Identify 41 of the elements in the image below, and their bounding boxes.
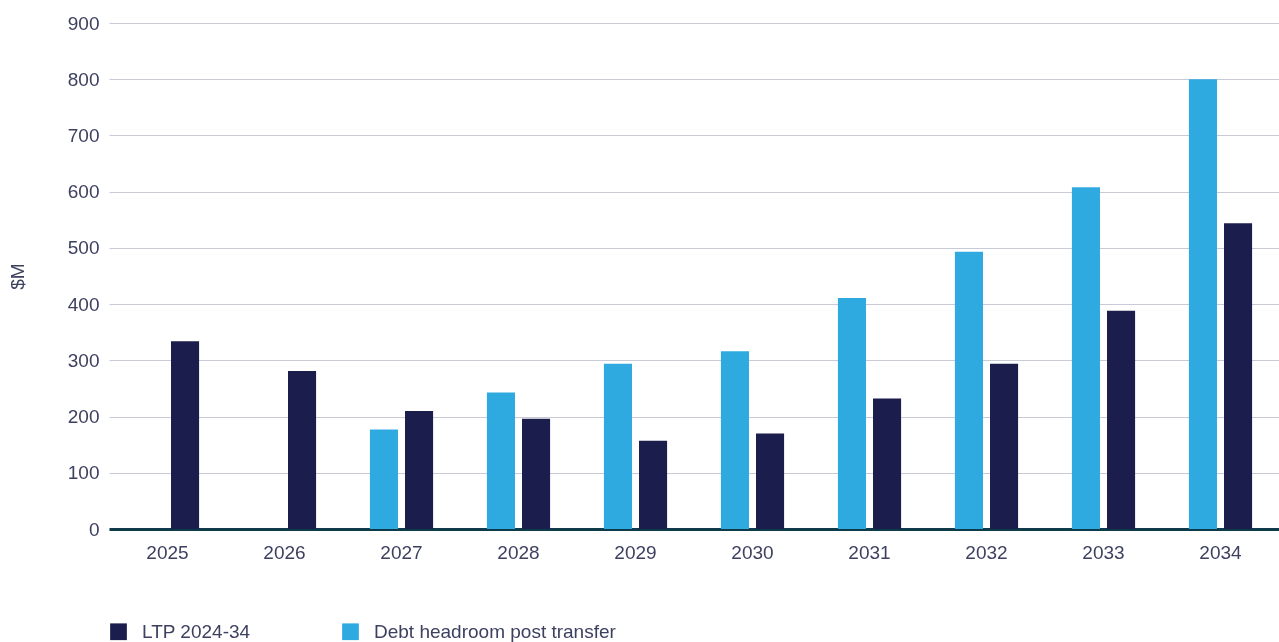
bar: [1071, 187, 1100, 529]
x-tick-label: 2033: [1082, 541, 1125, 563]
y-tick-label: 800: [67, 68, 100, 90]
bar: [873, 398, 902, 529]
legend-label: Debt headroom post transfer: [374, 620, 617, 642]
y-tick-label: 200: [67, 406, 100, 428]
bar: [639, 440, 668, 529]
x-tick-label: 2026: [263, 541, 306, 563]
y-tick-label: 0: [88, 518, 100, 540]
bar: [522, 418, 551, 529]
bar: [837, 297, 866, 529]
x-tick-label: 2031: [848, 541, 891, 563]
y-axis-title: $M: [6, 263, 28, 290]
x-tick-label: 2027: [380, 541, 423, 563]
bar: [1224, 223, 1253, 529]
y-tick-label: 500: [67, 237, 100, 259]
bar: [720, 351, 749, 529]
bar: [954, 251, 983, 529]
bar: [369, 429, 398, 529]
y-tick-label: 600: [67, 181, 100, 203]
bar: [1188, 79, 1217, 529]
x-tick-label: 2034: [1199, 541, 1243, 563]
bar: [288, 371, 317, 529]
bar: [1107, 310, 1136, 529]
legend-label: LTP 2024-34: [142, 620, 251, 642]
bar: [756, 433, 785, 529]
x-tick-label: 2028: [497, 541, 540, 563]
bar: [990, 363, 1019, 529]
y-tick-label: 300: [67, 349, 100, 371]
x-tick-label: 2030: [731, 541, 774, 563]
y-tick-label: 400: [67, 293, 100, 315]
x-tick-label: 2025: [146, 541, 189, 563]
bar: [486, 392, 515, 529]
y-tick-label: 700: [67, 124, 100, 146]
bar: [171, 341, 200, 529]
x-tick-label: 2032: [965, 541, 1008, 563]
y-tick-label: 100: [67, 462, 100, 484]
x-tick-label: 2029: [614, 541, 657, 563]
bar: [603, 363, 632, 529]
y-tick-label: 900: [67, 12, 100, 34]
bar: [405, 410, 434, 529]
